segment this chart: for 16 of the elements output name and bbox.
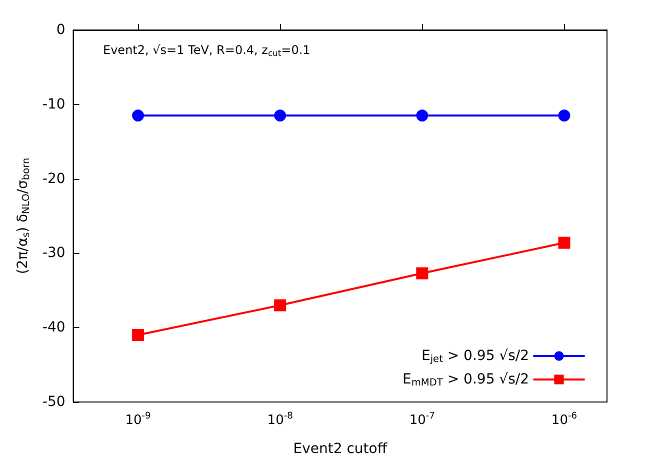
point (416, 267, 428, 280)
y-tick-label: -40 (42, 320, 66, 336)
y-tick-label: -50 (42, 394, 66, 410)
point (416, 110, 428, 122)
point (132, 110, 144, 122)
point (274, 299, 286, 312)
y-tick-label: -20 (42, 170, 66, 187)
x-axis-title: Event2 cutoff (293, 441, 388, 457)
y-tick-label: -30 (42, 245, 66, 262)
point (558, 110, 570, 122)
y-tick-label: 0 (56, 22, 66, 38)
point (558, 236, 570, 249)
y-tick-label: -10 (42, 96, 66, 112)
y-axis-title: (2π/αs) δNLO/σborn (15, 158, 32, 274)
point (132, 329, 144, 342)
point (274, 110, 286, 122)
